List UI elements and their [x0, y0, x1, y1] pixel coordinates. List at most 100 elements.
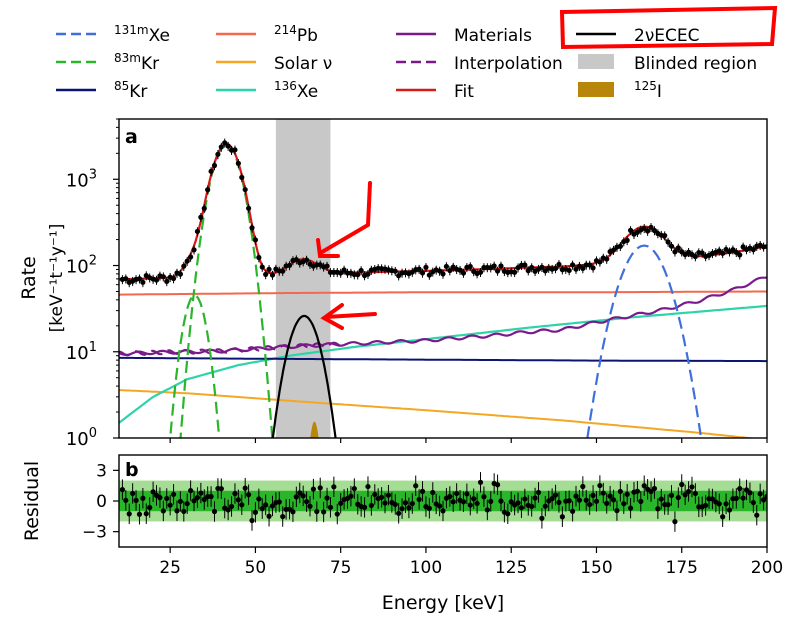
data-point [123, 276, 129, 282]
data-point [525, 268, 531, 274]
legend-label-kr83m: 83mKr [114, 51, 159, 74]
residual-point [242, 485, 248, 491]
residual-point [143, 511, 149, 517]
materials-line [119, 276, 767, 356]
data-point [750, 247, 756, 253]
residual-point [648, 488, 654, 495]
data-point [170, 275, 177, 282]
residual-point [518, 505, 525, 511]
residual-point [426, 505, 432, 511]
legend-label-xe131m: 131mXe [114, 23, 170, 46]
x-tick-label: 50 [245, 558, 267, 578]
data-point [460, 270, 467, 276]
residual-point [351, 485, 357, 492]
data-point [242, 186, 248, 193]
x-axis-label: Energy [keV] [382, 592, 504, 614]
data-point [232, 147, 238, 153]
residual-point [529, 503, 535, 509]
data-point [222, 140, 228, 146]
residual-point [293, 494, 299, 500]
data-point [293, 256, 299, 263]
data-point [522, 262, 528, 268]
residual-point [570, 508, 576, 514]
data-point [426, 272, 432, 278]
data-point [552, 265, 559, 272]
residual-point [535, 489, 542, 496]
residual-point [733, 495, 739, 501]
residual-point [532, 495, 538, 501]
data-point [263, 271, 269, 278]
residual-point [709, 496, 716, 502]
residual-point [331, 484, 337, 490]
data-point [590, 265, 596, 271]
data-point [225, 143, 231, 149]
residual-point [314, 508, 320, 515]
residual-point [624, 491, 630, 497]
residual-point [760, 497, 767, 503]
kr85-line [119, 356, 767, 363]
residual-point [157, 495, 163, 501]
interpolation-line [119, 341, 342, 357]
legend-label-interp: Interpolation [454, 54, 563, 74]
panel-a: a 100 101 102 103 [66, 118, 768, 450]
legend-label-ecec: 2νECEC [634, 26, 700, 46]
residual-point [368, 502, 374, 509]
residual-point [140, 495, 146, 501]
data-point [529, 264, 535, 271]
data-point [191, 247, 197, 253]
y-tick-label: 101 [66, 340, 97, 364]
legend: 131mXe 83mKr 85Kr 214Pb Solar ν 136Xe Material… [56, 23, 757, 102]
data-point [617, 243, 623, 249]
residual-point [392, 501, 398, 508]
data-point [675, 245, 681, 251]
data-point [436, 268, 443, 274]
residual-point [675, 494, 681, 501]
residual-point [338, 500, 344, 506]
y-tick-label: −3 [82, 523, 107, 543]
data-point [286, 262, 293, 269]
panel-a-label: a [125, 126, 138, 148]
data-point [447, 267, 453, 274]
residual-point [754, 512, 760, 518]
residual-point [576, 497, 583, 503]
residual-point [280, 513, 286, 520]
residual-point [467, 502, 473, 508]
residual-point [317, 485, 323, 491]
y-tick-label: 102 [66, 254, 97, 278]
residual-point [440, 508, 446, 514]
data-point [699, 250, 705, 256]
residual-point [556, 499, 562, 506]
residual-point [552, 492, 559, 498]
residual-point [641, 483, 647, 489]
residual-point [494, 482, 501, 488]
residual-point [580, 483, 586, 490]
data-point [457, 267, 463, 273]
data-point [365, 271, 371, 277]
residual-point [235, 497, 241, 503]
residual-point [321, 509, 327, 515]
data-point [477, 269, 484, 275]
legend-label-solar: Solar ν [274, 54, 332, 74]
x-tick-label: 125 [495, 558, 527, 578]
residual-point [573, 493, 579, 499]
residual-point [750, 499, 756, 506]
kr83m-peak-1 [169, 294, 221, 438]
data-point [201, 205, 207, 212]
residual-point [477, 479, 484, 485]
residual-point [638, 498, 644, 504]
residual-point [413, 483, 419, 489]
residual-point [522, 496, 528, 502]
residual-point [164, 495, 170, 502]
residual-point [658, 496, 664, 502]
residual-point [593, 498, 600, 504]
residual-point [720, 514, 726, 520]
data-point [181, 263, 187, 269]
data-point [512, 269, 518, 275]
residual-point [703, 502, 709, 509]
data-point [419, 270, 426, 276]
residual-point [716, 501, 722, 507]
data-point [269, 272, 276, 278]
data-point [498, 263, 504, 269]
residual-point [300, 493, 306, 499]
